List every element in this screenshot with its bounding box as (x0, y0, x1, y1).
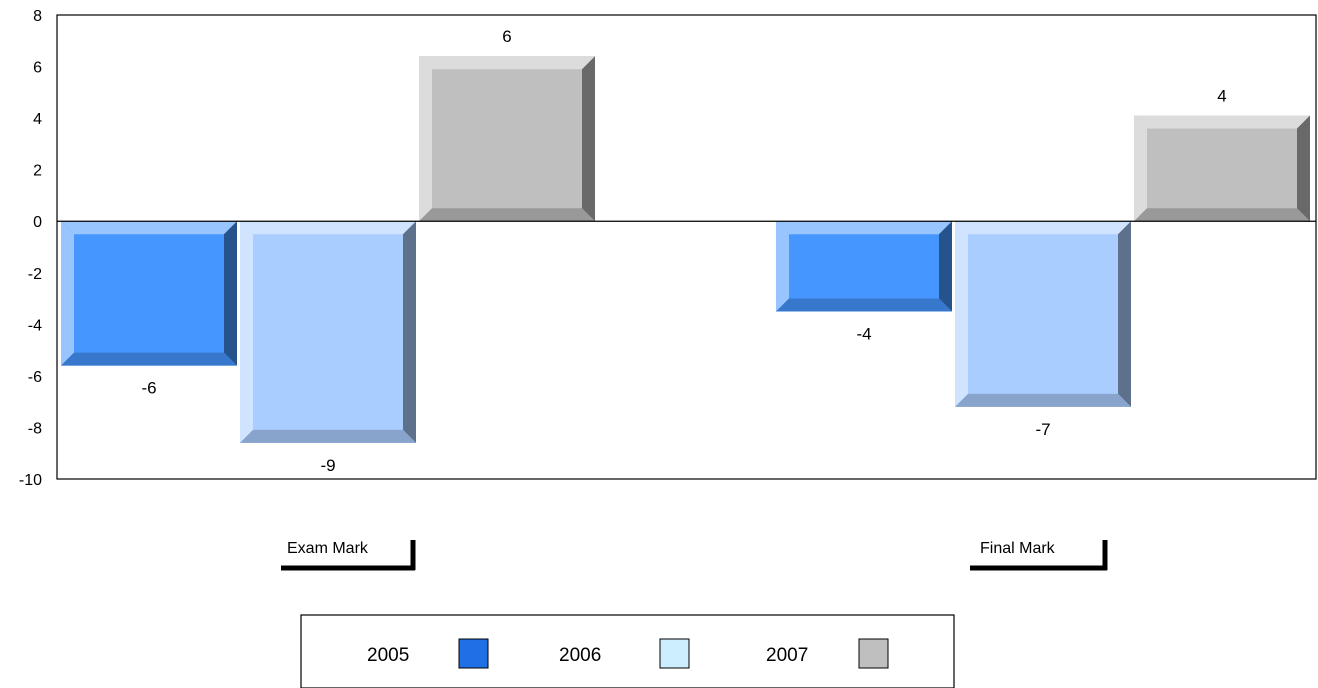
data-label: -4 (856, 324, 871, 343)
y-tick-label: -8 (28, 420, 42, 437)
y-tick-label: -4 (28, 317, 42, 334)
data-label: 4 (1217, 87, 1226, 106)
data-label: 6 (502, 27, 511, 46)
y-tick-label: -2 (28, 266, 42, 283)
legend-item-2006: 2006 (559, 638, 690, 669)
y-tick-label: 0 (33, 214, 42, 231)
legend-swatch (458, 638, 489, 669)
y-tick-label: -10 (19, 472, 42, 489)
y-tick-label: -6 (28, 369, 42, 386)
legend-swatch (858, 638, 889, 669)
category-labels: Exam Mark Final Mark (281, 540, 1108, 571)
data-labels: -6 -4 -9 -7 6 4 (141, 27, 1226, 475)
legend-item-2005: 2005 (367, 638, 489, 669)
legend-label: 2006 (559, 645, 601, 666)
bars (61, 56, 1310, 443)
bar-2005-exam-mark (61, 221, 237, 366)
y-axis-ticks: 8 6 4 2 0 -2 -4 -6 -8 -10 (19, 8, 42, 489)
category-label: Exam Mark (281, 540, 416, 571)
category-label-text: Exam Mark (287, 540, 369, 557)
data-label: -6 (141, 379, 156, 398)
legend-item-2007: 2007 (766, 638, 889, 669)
data-label: -9 (320, 456, 335, 475)
legend-swatch (659, 638, 690, 669)
bar-2007-exam-mark (419, 56, 595, 222)
category-label: Final Mark (970, 540, 1108, 571)
legend-label: 2007 (766, 645, 808, 666)
y-tick-label: 2 (33, 163, 42, 180)
bar-2007-final-mark (1134, 115, 1310, 222)
bar-2006-exam-mark (240, 221, 416, 443)
y-tick-label: 8 (33, 8, 42, 25)
legend-box (300, 614, 955, 688)
legend: 2005 2006 2007 (300, 614, 955, 688)
legend-label: 2005 (367, 645, 409, 666)
y-tick-label: 4 (33, 111, 42, 128)
bar-2006-final-mark (955, 221, 1131, 407)
bar-2005-final-mark (776, 221, 952, 312)
category-label-text: Final Mark (980, 540, 1056, 557)
y-tick-label: 6 (33, 60, 42, 77)
data-label: -7 (1035, 420, 1050, 439)
